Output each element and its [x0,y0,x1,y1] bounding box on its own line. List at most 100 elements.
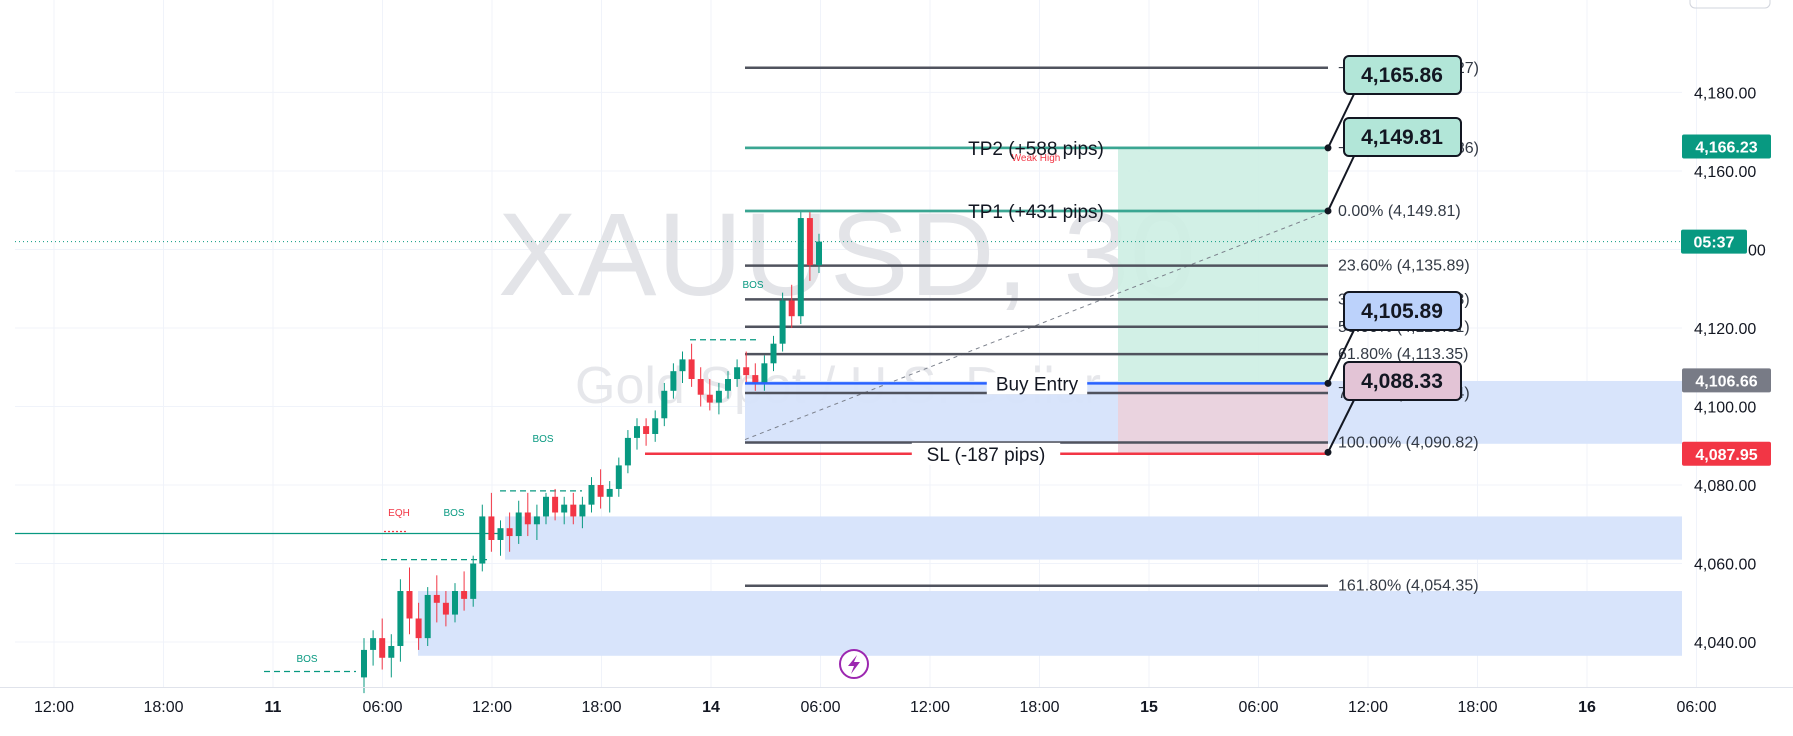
time-tick-label: 16 [1578,699,1596,716]
candle-body [552,496,559,513]
candle [606,481,613,513]
trade-label-entry: Buy Entry [996,374,1079,395]
candle-body [715,390,722,403]
price-tag-label: 05:37 [1694,235,1735,252]
candle-body [497,528,504,540]
candle-body [561,504,568,513]
callout-box [1343,55,1462,95]
candle-body [643,426,650,434]
fib-trend-line [744,210,1329,441]
callout-value: 4,149.81 [1361,126,1443,149]
candle-body [452,591,458,615]
candle-body [515,512,522,537]
time-tick-label: 15 [1140,699,1158,716]
candle [788,284,795,328]
time-tick-label: 12:00 [34,699,74,716]
candle [424,587,431,646]
bos-label: BOS [296,654,317,665]
alert-icon[interactable] [839,649,869,679]
candle-body [697,379,704,395]
candle [361,638,367,694]
trade-label-bg-sl [911,442,1061,465]
candle [433,575,440,623]
candle-body [679,359,686,372]
price-tick-label: 4,120.00 [1694,321,1756,338]
candle-body [524,512,531,525]
long-position-tool[interactable] [1118,147,1328,454]
candle-body [470,563,477,599]
candle-body [370,638,377,650]
candle [461,571,468,611]
candle-body [661,390,668,419]
price-tag [1682,134,1771,159]
price-tag-label: 4,106.66 [1695,373,1757,390]
candle-body [533,516,540,525]
candle [715,382,722,415]
candle [615,457,622,497]
price-tag [1682,441,1771,466]
candle-body [788,300,795,317]
fib-level-1-label: 100.00% (4,090.82) [1338,435,1479,452]
candle [661,382,668,427]
candle-body [570,504,577,517]
price-tag-label: 4,087.95 [1695,447,1757,464]
time-tick-label: 18:00 [143,699,183,716]
candle [743,351,750,383]
candle-body [806,218,813,266]
callout-anchor [1324,448,1332,456]
candle [779,292,786,352]
time-tick-label: 06:00 [1676,699,1716,716]
candle-body [634,426,640,438]
price-tick-label: 4,060.00 [1694,557,1756,574]
callout-box [1343,361,1462,401]
trade-label-sl: SL (-187 pips) [927,445,1046,466]
candle-body [361,649,367,678]
callout-box [1343,117,1462,157]
candle [406,567,413,635]
candle-body [442,602,449,615]
candle-body [761,363,768,383]
fib-level-1-618-label: 161.80% (4,054.35) [1338,578,1479,595]
callout-value: 4,165.86 [1361,64,1443,87]
candle [397,579,404,662]
candle-body [797,218,804,317]
fib-level-0-236-label: 23.60% (4,135.89) [1338,258,1470,275]
candle-body [743,367,750,376]
eqh-label: EQH [388,508,410,519]
candle [752,363,759,391]
candle [442,591,449,627]
candle [379,618,386,670]
candle [697,367,704,407]
candle-body [588,485,595,505]
candle-body [597,485,604,497]
price-tag-label: 4,166.23 [1695,139,1757,156]
trade-label-bg-entry [986,372,1088,395]
price-tick-label: 4,180.00 [1694,85,1756,102]
candle [588,477,595,513]
callout-anchor [1324,207,1332,215]
candle [597,469,604,509]
candle [688,343,695,387]
trade-label-tp2: TP2 (+588 pips) [968,139,1104,160]
candle-body [688,359,695,380]
callout-pointer [1327,397,1356,453]
candle [543,492,549,525]
time-tick-label: 14 [702,699,720,716]
candle [452,583,458,623]
time-tick-label: 11 [265,699,282,716]
candle-body [725,379,731,391]
time-axis[interactable]: 12:00 18:00 11 06:00 12:00 18:00 14 06:00 12:00 1… [0,687,1793,717]
price-tag [1681,229,1747,254]
price-tick-label: 00 [1748,242,1766,259]
time-tick-label: 12:00 [1348,699,1388,716]
candle [670,363,677,399]
price-callouts: 4,165.86 4,149.81 4,105.89 4,088.33 [1324,55,1462,456]
candle [643,418,650,446]
candle [388,634,395,678]
candle-body [424,594,431,639]
candle-body [543,496,549,517]
price-tick-label: 4,080.00 [1694,478,1756,495]
candle-body [488,516,495,540]
price-axis[interactable]: 4,180.00 4,160.00 4,120.00 4,100.00 4,080.00… [1694,85,1766,652]
